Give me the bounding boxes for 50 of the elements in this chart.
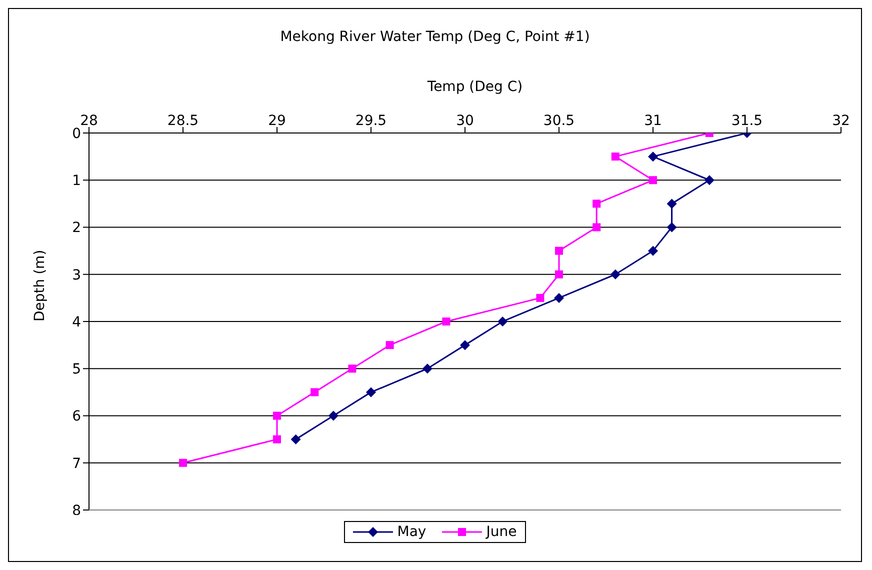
x-tick-label: 32 <box>832 113 850 129</box>
point <box>290 434 301 444</box>
y-tick-label: 6 <box>72 408 82 425</box>
point <box>555 270 563 278</box>
chart-title: Mekong River Water Temp (Deg C, Point #1) <box>279 29 591 45</box>
y-tick-label: 7 <box>72 456 81 472</box>
y-axis-title: Depth (m) <box>32 250 48 322</box>
point <box>536 294 544 302</box>
x-tick-label: 29.5 <box>355 113 387 129</box>
point <box>610 269 620 280</box>
x-tick-label: 30 <box>456 113 474 129</box>
point <box>442 318 450 326</box>
point <box>422 364 432 374</box>
point <box>310 388 319 396</box>
point <box>348 364 356 373</box>
point <box>704 175 714 186</box>
y-tick-label: 2 <box>72 220 81 236</box>
point <box>460 340 470 350</box>
y-tick-label: 1 <box>72 173 81 190</box>
point <box>649 176 657 184</box>
point <box>666 222 677 232</box>
point <box>386 341 394 350</box>
point <box>648 246 658 256</box>
y-tick-label: 5 <box>72 362 81 378</box>
point <box>273 435 281 444</box>
point <box>611 152 620 161</box>
point <box>179 458 187 467</box>
x-tick-label: 31.5 <box>731 113 763 129</box>
y-tick-label: 3 <box>72 267 81 284</box>
x-tick-label: 31 <box>644 113 662 129</box>
x-tick-label: 30.5 <box>543 113 575 129</box>
point <box>498 316 508 326</box>
y-tick-label: 0 <box>72 126 81 142</box>
legend-label: June <box>486 524 517 540</box>
point <box>273 412 281 420</box>
point <box>648 152 658 162</box>
point <box>592 223 601 232</box>
point <box>592 200 601 208</box>
point <box>366 387 376 398</box>
x-tick-label: 28.5 <box>167 113 199 129</box>
point <box>328 410 338 421</box>
legend-label: May <box>397 524 426 540</box>
point <box>554 292 564 303</box>
x-axis-title: Temp (Deg C) <box>426 79 524 95</box>
x-tick-label: 29 <box>268 113 286 129</box>
y-tick-label: 8 <box>72 502 81 519</box>
point <box>555 246 563 255</box>
y-tick-label: 4 <box>72 314 82 330</box>
x-tick-label: 28 <box>80 113 98 129</box>
point <box>666 198 677 209</box>
